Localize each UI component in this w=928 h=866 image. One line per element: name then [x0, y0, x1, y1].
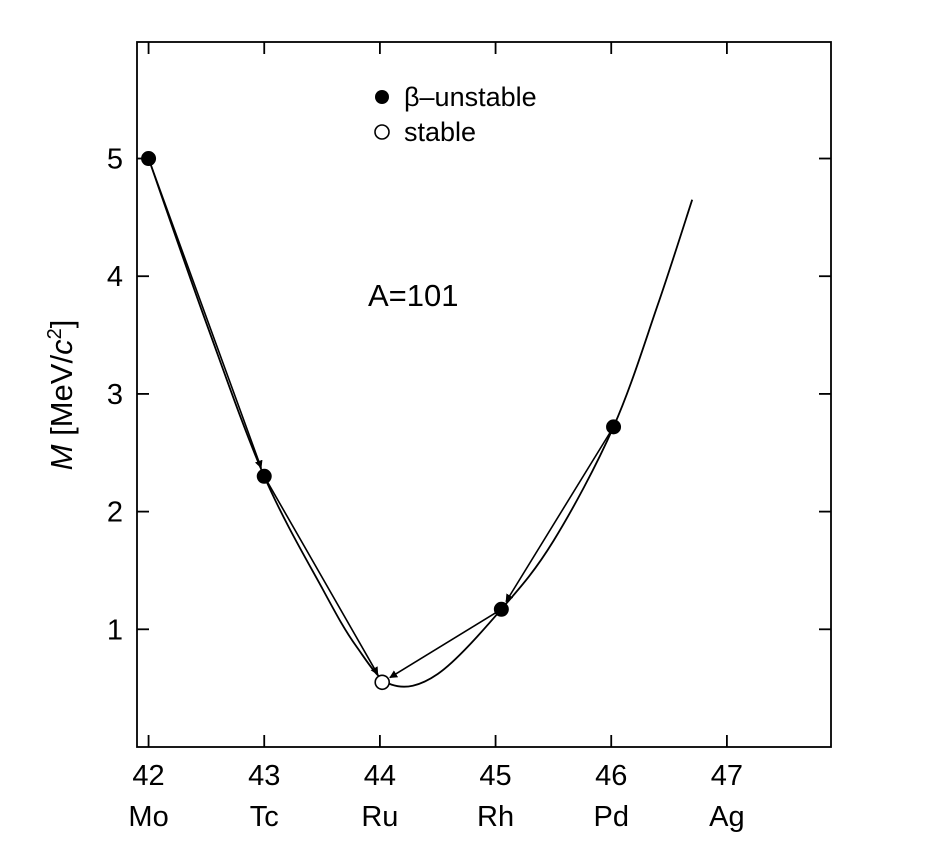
y-tick-label: 3	[107, 379, 123, 411]
decay-arrow	[263, 475, 379, 676]
x-element-label: Tc	[250, 801, 279, 833]
decay-arrow	[389, 608, 502, 679]
x-tick-label: 44	[364, 760, 396, 792]
mass-parabola-curve	[147, 158, 694, 688]
x-element-label: Ru	[361, 801, 398, 833]
decay-arrow	[147, 158, 263, 469]
unstable-nuclide-point	[256, 468, 272, 484]
legend-marker-stable	[374, 124, 390, 140]
y-tick-label: 5	[107, 144, 123, 176]
legend-label-unstable: β–unstable	[404, 82, 537, 112]
stable-nuclide-point	[374, 674, 391, 691]
unstable-nuclide-point	[606, 419, 622, 435]
x-tick-label: 45	[479, 760, 511, 792]
y-axis-label: M [MeV/c2]	[44, 320, 79, 471]
y-tick-label: 1	[107, 614, 123, 646]
x-axis: 42 Mo 43 Tc 44 Ru 45 Rh 46 Pd 47 Ag	[128, 42, 745, 833]
legend-label-stable: stable	[404, 117, 476, 147]
x-tick-label: 42	[132, 760, 164, 792]
decay-arrows	[147, 158, 615, 679]
legend: β–unstable stable	[374, 82, 537, 147]
x-tick-label: 46	[595, 760, 627, 792]
y-tick-label: 4	[107, 261, 123, 293]
x-element-label: Mo	[128, 801, 168, 833]
plot-frame	[136, 41, 832, 748]
x-element-label: Ag	[709, 801, 744, 833]
nuclide-points	[141, 151, 622, 691]
unstable-nuclide-point	[141, 151, 157, 167]
x-tick-label: 47	[711, 760, 743, 792]
unstable-nuclide-point	[493, 601, 509, 617]
legend-marker-unstable	[375, 90, 389, 104]
x-element-label: Pd	[593, 801, 628, 833]
y-axis: 1 2 3 4 5	[107, 144, 831, 646]
x-element-label: Rh	[477, 801, 514, 833]
y-tick-label: 2	[107, 497, 123, 529]
decay-arrow	[505, 426, 615, 603]
x-tick-label: 43	[248, 760, 280, 792]
annotation-mass-number: A=101	[368, 278, 459, 313]
